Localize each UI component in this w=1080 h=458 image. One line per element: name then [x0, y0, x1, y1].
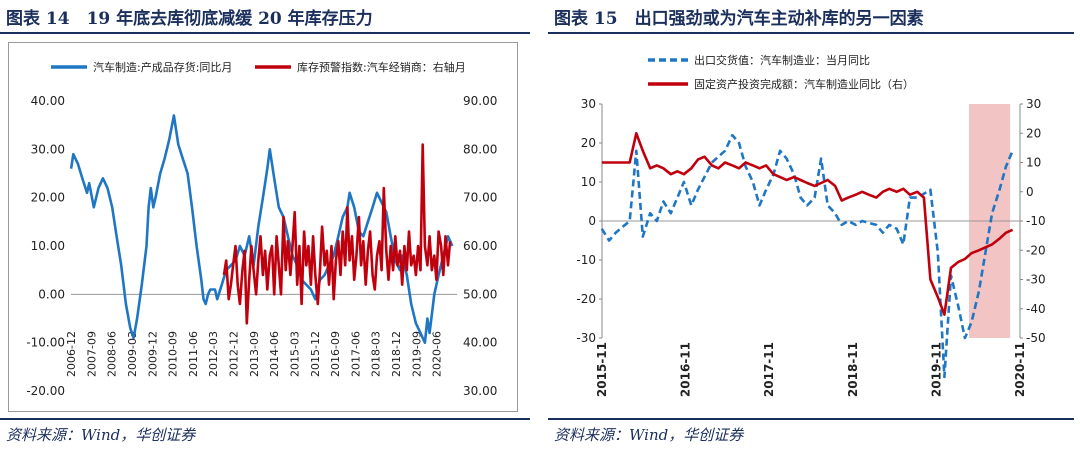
- legend-label-1: 汽车制造:产成品存货:同比月: [93, 60, 232, 74]
- right-axis-tick-label: 30: [1026, 97, 1041, 111]
- x-axis-tick-label: 2016-11: [679, 342, 693, 397]
- x-axis-tick-label: 2018-03: [370, 331, 383, 377]
- series-line-2: [222, 143, 452, 325]
- x-axis-tick-label: 2006-12: [65, 331, 78, 377]
- x-axis-tick-label: 2019-11: [929, 342, 943, 397]
- left-axis-tick-label: 20.00: [31, 191, 65, 205]
- series-line-1: [600, 133, 1014, 379]
- left-axis-tick-label: -10: [576, 253, 596, 267]
- x-axis-tick-label: 2018-11: [846, 342, 860, 397]
- title-divider: [0, 32, 530, 34]
- right-axis-tick-label: -50: [1026, 331, 1046, 345]
- x-axis-tick-label: 2015-03: [288, 331, 301, 377]
- left-axis-tick-label: 0.00: [38, 287, 65, 301]
- series-line-1: [69, 114, 454, 344]
- figure-15-source: 资料来源：Wind，华创证券: [554, 426, 744, 444]
- left-axis-tick-label: -30: [576, 331, 596, 345]
- legend-label-1: 出口交货值：汽车制造业：当月同比: [694, 53, 870, 67]
- x-axis-tick-label: 2011-06: [187, 331, 200, 377]
- figure-15-title: 图表 15 出口强劲或为汽车主动补库的另一因素: [554, 9, 924, 29]
- x-axis-tick-label: 2015-12: [309, 331, 322, 377]
- x-axis-tick-label: 2014-06: [268, 331, 281, 377]
- x-axis-tick-label: 2013-09: [248, 331, 261, 377]
- x-axis-tick-label: 2012-03: [207, 331, 220, 377]
- x-axis-tick-label: 2015-11: [595, 342, 609, 397]
- right-axis-tick-label: 30.00: [463, 384, 497, 398]
- x-axis-tick-label: 2008-06: [106, 331, 119, 377]
- figure-14-source: 资料来源：Wind，华创证券: [6, 426, 196, 444]
- left-axis-tick-label: -10.00: [26, 336, 65, 350]
- x-axis-tick-label: 2020-11: [1013, 342, 1027, 397]
- legend-label-2: 库存预警指数:汽车经销商：右轴月: [297, 60, 466, 74]
- right-axis-tick-label: 80.00: [463, 142, 497, 156]
- right-axis-tick-label: 60.00: [463, 239, 497, 253]
- left-axis-tick-label: 10.00: [31, 239, 65, 253]
- right-axis-tick-label: -30: [1026, 273, 1046, 287]
- figure-15-chart: -30 -20 -10 0 10 20 30 -50 -40 -30 -20 -10 0 10 20 30 20…: [576, 53, 1046, 397]
- left-axis-tick-label: 20: [581, 136, 596, 150]
- x-axis-tick-label: 2009-12: [146, 331, 159, 377]
- right-axis-tick-label: 70.00: [463, 191, 497, 205]
- figure-14-chart: -20.00 -10.00 0.00 10.00 20.00 30.00 40.00 30.0…: [26, 60, 497, 398]
- right-axis-tick-label: 10: [1026, 156, 1041, 170]
- right-axis-tick-label: 20: [1026, 126, 1041, 140]
- figure-15-panel: 图表 15 出口强劲或为汽车主动补库的另一因素 -30 -20 -10 0 10 20 30…: [548, 0, 1080, 458]
- x-axis-tick-label: 2012-12: [228, 331, 241, 377]
- left-axis-tick-label: 40.00: [31, 94, 65, 108]
- source-divider: [0, 418, 530, 420]
- series-line-2: [601, 132, 1014, 316]
- x-axis-tick-label: 2017-11: [762, 342, 776, 397]
- left-axis-tick-label: -20: [576, 292, 596, 306]
- left-axis-tick-label: 30: [581, 97, 596, 111]
- right-axis-tick-label: -40: [1026, 302, 1046, 316]
- right-axis-tick-label: 90.00: [463, 94, 497, 108]
- figure-14-panel: 图表 14 19 年底去库彻底减缓 20 年库存压力 -20.00 -10.00 0…: [0, 9, 530, 444]
- figure-14-title: 图表 14 19 年底去库彻底减缓 20 年库存压力: [6, 9, 373, 29]
- title-divider: [548, 32, 1074, 34]
- x-axis-tick-label: 2019-09: [410, 331, 423, 377]
- right-axis-tick-label: -20: [1026, 243, 1046, 257]
- figure-14-chart-frame: -20.00 -10.00 0.00 10.00 20.00 30.00 40.00 30.0…: [8, 42, 518, 412]
- left-axis-tick-label: -20.00: [26, 384, 65, 398]
- x-axis-tick-label: 2009-03: [126, 331, 139, 377]
- x-axis-tick-label: 2016-09: [329, 331, 342, 377]
- x-axis-tick-label: 2007-09: [85, 331, 98, 377]
- right-axis-tick-label: 0: [1026, 185, 1034, 199]
- source-divider: [548, 418, 1074, 420]
- x-axis-tick-label: 2017-06: [349, 331, 362, 377]
- x-axis-tick-label: 2010-09: [167, 331, 180, 377]
- right-axis-tick-label: 50.00: [463, 287, 497, 301]
- legend-label-2: 固定资产投资完成额：汽车制造业同比（右）: [694, 77, 914, 91]
- right-axis-tick-label: 40.00: [463, 336, 497, 350]
- right-axis-tick-label: -10: [1026, 214, 1046, 228]
- left-axis-tick-label: 30.00: [31, 142, 65, 156]
- x-axis-tick-label: 2020-06: [431, 331, 444, 377]
- left-axis-tick-label: 0: [588, 214, 596, 228]
- left-axis-tick-label: 10: [581, 175, 596, 189]
- x-axis-tick-label: 2018-12: [390, 331, 403, 377]
